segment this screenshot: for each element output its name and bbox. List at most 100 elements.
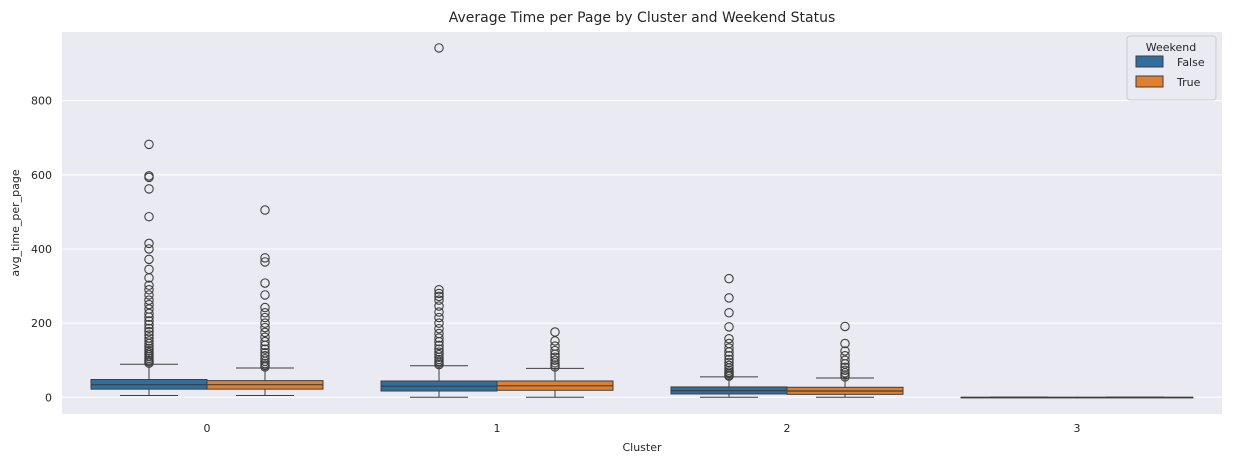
y-axis-label: avg_time_per_page xyxy=(9,169,22,277)
legend: Weekend False True xyxy=(1126,35,1217,101)
y-tick-label: 0 xyxy=(45,391,52,404)
outlier-point xyxy=(840,338,850,349)
outlier-point xyxy=(434,347,444,357)
outlier-point xyxy=(260,302,270,313)
outlier-point xyxy=(724,357,734,368)
outlier-point xyxy=(144,264,154,275)
outlier-point xyxy=(724,338,734,349)
outlier-point xyxy=(144,299,154,310)
outlier-point xyxy=(434,333,444,343)
outlier-point xyxy=(434,307,444,317)
outlier-point xyxy=(550,345,560,356)
outlier-point xyxy=(840,346,850,356)
outlier-point xyxy=(550,352,560,363)
outlier-point xyxy=(144,333,154,343)
outlier-point xyxy=(434,312,444,323)
outlier-point xyxy=(724,273,734,284)
box-true-cluster-0 xyxy=(206,205,324,396)
outlier-point xyxy=(144,290,154,300)
outlier-point xyxy=(260,290,270,300)
x-tick-label: 0 xyxy=(204,422,211,435)
legend-swatch-true xyxy=(1135,75,1164,88)
y-tick-label: 400 xyxy=(31,243,52,256)
outlier-point xyxy=(260,318,270,328)
outlier-point xyxy=(144,330,154,340)
box-series xyxy=(90,43,1194,399)
outlier-point xyxy=(550,360,560,370)
outlier-point xyxy=(260,322,270,333)
outlier-point xyxy=(434,295,444,305)
outlier-point xyxy=(144,343,154,354)
y-tick-label: 800 xyxy=(31,95,52,108)
outlier-point xyxy=(434,43,444,53)
legend-label-false: False xyxy=(1177,56,1205,69)
box-true-cluster-3 xyxy=(1076,396,1194,399)
outlier-point xyxy=(260,353,270,364)
outlier-point xyxy=(434,354,444,365)
x-axis-ticks: 0 1 2 3 xyxy=(204,422,1081,435)
outlier-point xyxy=(840,321,850,332)
outlier-point xyxy=(434,285,444,295)
outlier-point xyxy=(144,139,154,150)
box-false-cluster-3 xyxy=(960,396,1078,399)
outlier-point xyxy=(724,351,734,361)
legend-title: Weekend xyxy=(1146,41,1196,54)
outlier-point xyxy=(144,285,154,295)
outlier-point xyxy=(840,355,850,365)
outlier-point xyxy=(144,171,154,181)
outlier-point xyxy=(840,362,850,373)
x-axis-label: Cluster xyxy=(622,441,662,454)
outlier-point xyxy=(434,328,444,339)
outlier-point xyxy=(144,211,154,222)
outlier-point xyxy=(260,257,270,267)
outlier-point xyxy=(724,343,734,353)
outlier-point xyxy=(144,316,154,326)
outlier-point xyxy=(260,327,270,338)
outlier-point xyxy=(260,336,270,347)
box-false-cluster-1 xyxy=(380,43,498,398)
outlier-point xyxy=(260,332,270,342)
outlier-point xyxy=(260,344,270,354)
outlier-point xyxy=(144,238,154,249)
outlier-point xyxy=(550,341,560,351)
outlier-point xyxy=(260,253,270,263)
outlier-point xyxy=(724,354,734,365)
outlier-point xyxy=(260,308,270,318)
x-tick-label: 2 xyxy=(784,422,791,435)
y-tick-label: 600 xyxy=(31,169,52,182)
outlier-point xyxy=(144,295,154,305)
legend-label-true: True xyxy=(1176,76,1201,89)
outlier-point xyxy=(144,244,154,254)
chart-title: Average Time per Page by Cluster and Wee… xyxy=(449,10,836,26)
y-tick-label: 200 xyxy=(31,317,52,330)
outlier-point xyxy=(434,291,444,302)
outlier-point xyxy=(260,351,270,361)
outlier-point xyxy=(550,327,560,337)
outlier-point xyxy=(144,345,154,356)
outlier-point xyxy=(260,205,270,215)
outlier-point xyxy=(144,348,154,358)
outlier-point xyxy=(260,358,270,369)
outlier-point xyxy=(434,340,444,351)
outlier-point xyxy=(840,351,850,361)
outlier-point xyxy=(840,370,850,380)
outlier-point xyxy=(724,365,734,375)
outlier-point xyxy=(144,254,154,265)
outlier-point xyxy=(260,312,270,323)
outlier-point xyxy=(434,349,444,360)
outlier-point xyxy=(550,355,560,365)
outlier-point xyxy=(434,301,444,311)
outlier-point xyxy=(724,293,734,303)
box-true-cluster-2 xyxy=(786,321,904,398)
outlier-point xyxy=(434,318,444,328)
x-tick-label: 3 xyxy=(1074,422,1081,435)
outlier-point xyxy=(144,184,154,194)
outlier-point xyxy=(434,288,444,299)
outlier-point xyxy=(144,319,154,330)
outlier-point xyxy=(260,278,270,288)
outlier-point xyxy=(260,348,270,358)
outlier-point xyxy=(724,360,734,371)
box-false-cluster-0 xyxy=(90,139,208,396)
y-axis-ticks: 0 200 400 600 800 xyxy=(31,95,52,405)
